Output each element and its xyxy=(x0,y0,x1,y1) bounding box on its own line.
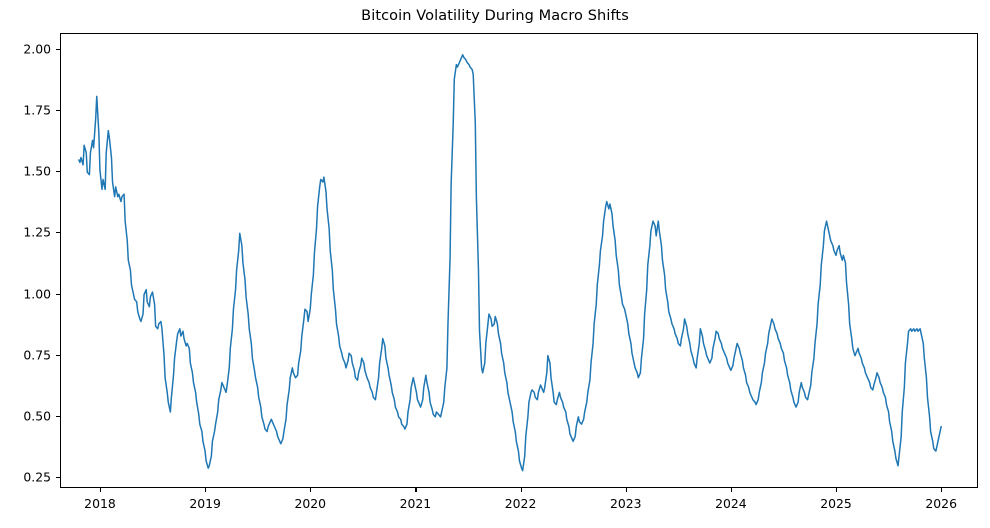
chart-title: Bitcoin Volatility During Macro Shifts xyxy=(361,8,629,24)
line-plot-svg xyxy=(78,54,942,472)
y-axis-tick-label: 0.25 xyxy=(23,469,51,485)
x-axis-tick-label: 2022 xyxy=(504,496,537,511)
series-line-bitcoin-volatility xyxy=(78,54,942,472)
y-axis-tick-label: 1.00 xyxy=(23,286,51,302)
x-axis-tick-label: 2018 xyxy=(84,496,116,511)
x-axis-tick-label: 2026 xyxy=(925,496,957,511)
x-axis-tick-label: 2023 xyxy=(609,496,642,511)
y-axis-tick-label: 2.00 xyxy=(23,41,51,57)
y-axis-tick-label: 1.25 xyxy=(23,224,51,240)
x-axis-tick-label: 2020 xyxy=(294,496,327,511)
x-axis-tick-label: 2021 xyxy=(399,496,432,511)
y-axis-tick-label: 0.75 xyxy=(23,347,51,363)
y-axis-tick-label: 1.75 xyxy=(23,102,51,118)
x-axis-tick-label: 2025 xyxy=(820,496,852,511)
y-axis-tick-label: 1.50 xyxy=(23,163,51,179)
x-axis-tick-label: 2019 xyxy=(189,496,221,511)
x-axis-tick-label: 2024 xyxy=(715,496,747,511)
plot-area xyxy=(60,33,978,488)
y-axis-tick-label: 0.50 xyxy=(23,408,51,424)
